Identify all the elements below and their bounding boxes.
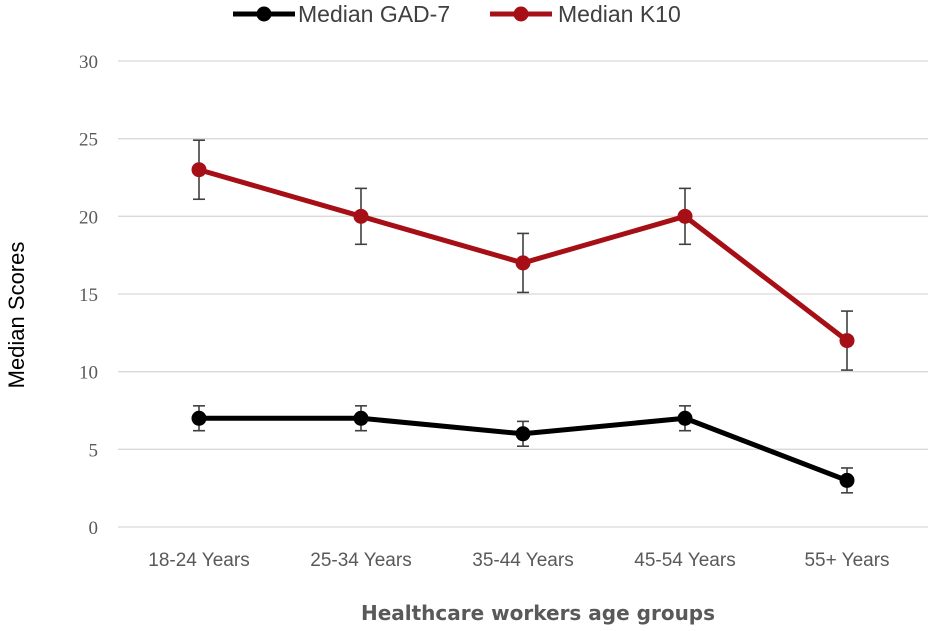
x-tick-label: 55+ Years bbox=[804, 550, 889, 571]
data-point bbox=[839, 333, 855, 349]
y-tick-label: 20 bbox=[79, 207, 98, 228]
x-tick-label: 25-34 Years bbox=[310, 550, 411, 571]
x-tick-label: 35-44 Years bbox=[472, 550, 573, 571]
y-tick-label: 15 bbox=[79, 285, 98, 306]
data-point bbox=[353, 208, 369, 224]
data-point bbox=[515, 255, 531, 271]
legend: Median GAD-7 Median K10 bbox=[233, 1, 681, 27]
legend-label: Median GAD-7 bbox=[298, 1, 450, 27]
series-group bbox=[191, 139, 855, 494]
y-axis-ticks: 0 5 10 15 20 25 30 bbox=[79, 52, 98, 539]
series-gad7 bbox=[191, 405, 855, 494]
data-point bbox=[191, 410, 207, 426]
x-tick-label: 45-54 Years bbox=[634, 550, 735, 571]
legend-item: Median K10 bbox=[490, 1, 681, 27]
series-k10 bbox=[191, 139, 855, 371]
x-axis-ticks: 18-24 Years 25-34 Years 35-44 Years 45-54 Y… bbox=[148, 550, 889, 571]
gridlines bbox=[118, 60, 928, 528]
y-tick-label: 25 bbox=[79, 130, 98, 151]
y-axis-title: Median Scores bbox=[4, 242, 29, 389]
y-tick-label: 10 bbox=[79, 363, 98, 384]
x-axis-title: Healthcare workers age groups bbox=[361, 601, 715, 625]
legend-label: Median K10 bbox=[558, 1, 681, 27]
data-point bbox=[677, 410, 693, 426]
data-point bbox=[515, 426, 531, 442]
y-tick-label: 5 bbox=[89, 440, 99, 461]
x-tick-label: 18-24 Years bbox=[148, 550, 249, 571]
data-point bbox=[677, 208, 693, 224]
legend-swatch-marker bbox=[256, 6, 272, 22]
y-tick-label: 30 bbox=[79, 52, 98, 73]
y-tick-label: 0 bbox=[89, 518, 99, 539]
legend-swatch-marker bbox=[513, 6, 529, 22]
data-point bbox=[191, 162, 207, 178]
data-point bbox=[353, 410, 369, 426]
legend-item: Median GAD-7 bbox=[233, 1, 450, 27]
data-point bbox=[839, 472, 855, 488]
